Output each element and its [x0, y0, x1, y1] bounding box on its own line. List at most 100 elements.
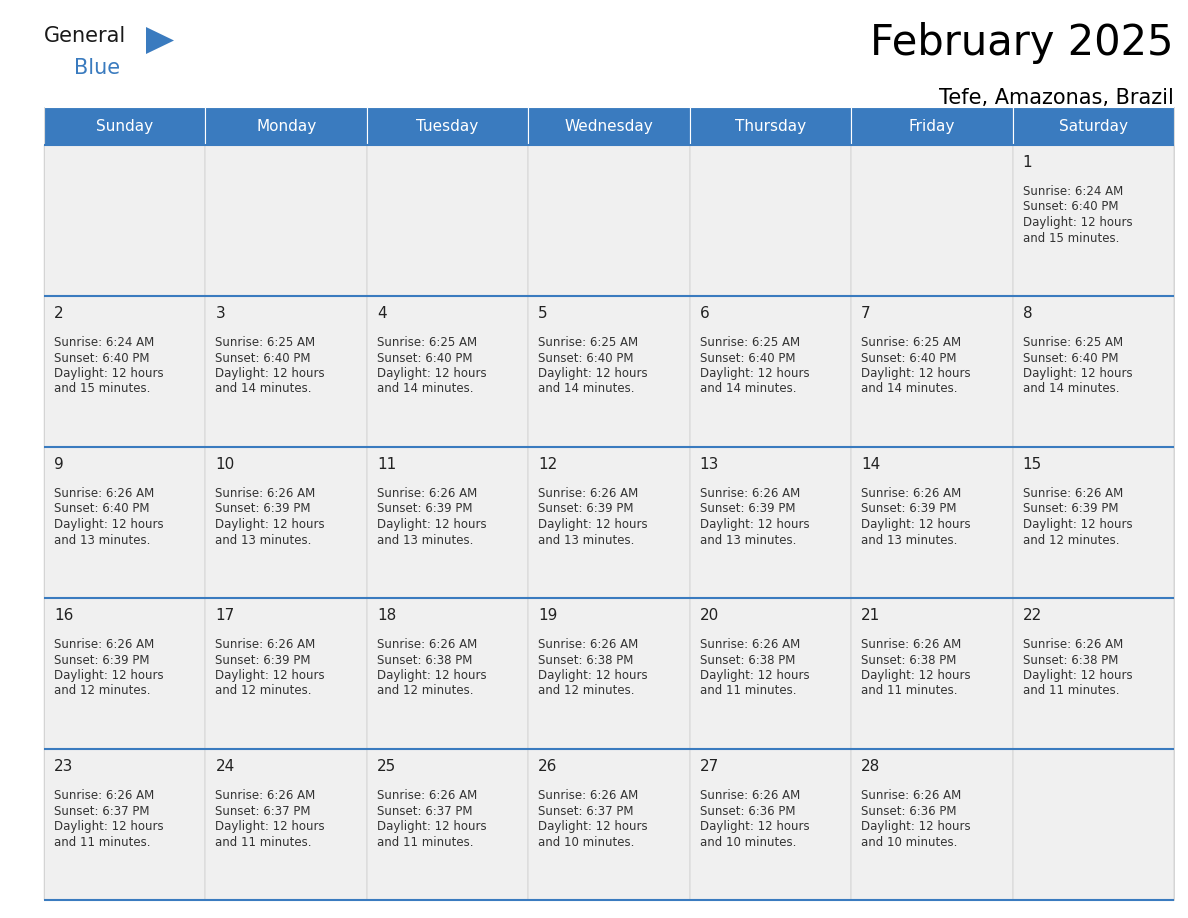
Text: Daylight: 12 hours: Daylight: 12 hours: [538, 669, 647, 682]
Text: Sunrise: 6:24 AM: Sunrise: 6:24 AM: [1023, 185, 1123, 198]
Text: and 12 minutes.: and 12 minutes.: [1023, 533, 1119, 546]
Text: 8: 8: [1023, 306, 1032, 321]
Text: Sunrise: 6:26 AM: Sunrise: 6:26 AM: [215, 487, 316, 500]
Bar: [690, 107, 851, 145]
Text: Sunset: 6:37 PM: Sunset: 6:37 PM: [377, 804, 473, 818]
Text: and 14 minutes.: and 14 minutes.: [377, 383, 473, 396]
Bar: [529, 296, 690, 447]
Text: and 13 minutes.: and 13 minutes.: [538, 533, 634, 546]
Text: 13: 13: [700, 457, 719, 472]
Text: and 13 minutes.: and 13 minutes.: [861, 533, 958, 546]
Text: 1: 1: [1023, 155, 1032, 170]
Text: Daylight: 12 hours: Daylight: 12 hours: [700, 518, 809, 531]
Text: Sunset: 6:40 PM: Sunset: 6:40 PM: [53, 502, 150, 516]
Text: Sunset: 6:36 PM: Sunset: 6:36 PM: [700, 804, 795, 818]
Text: Sunset: 6:40 PM: Sunset: 6:40 PM: [1023, 352, 1118, 364]
Text: Sunrise: 6:26 AM: Sunrise: 6:26 AM: [377, 638, 478, 651]
Text: Daylight: 12 hours: Daylight: 12 hours: [700, 669, 809, 682]
Text: Daylight: 12 hours: Daylight: 12 hours: [377, 367, 486, 380]
Text: and 11 minutes.: and 11 minutes.: [215, 835, 312, 848]
Text: Daylight: 12 hours: Daylight: 12 hours: [215, 669, 326, 682]
Text: Daylight: 12 hours: Daylight: 12 hours: [861, 669, 971, 682]
Text: and 11 minutes.: and 11 minutes.: [53, 835, 151, 848]
Text: 10: 10: [215, 457, 235, 472]
Text: 12: 12: [538, 457, 557, 472]
Text: Daylight: 12 hours: Daylight: 12 hours: [538, 518, 647, 531]
Bar: [1012, 598, 1174, 749]
Text: Thursday: Thursday: [735, 118, 805, 133]
Bar: [1012, 107, 1174, 145]
Text: Sunset: 6:39 PM: Sunset: 6:39 PM: [861, 502, 956, 516]
Text: Sunset: 6:37 PM: Sunset: 6:37 PM: [215, 804, 311, 818]
Bar: [44, 145, 206, 296]
Text: Sunrise: 6:26 AM: Sunrise: 6:26 AM: [538, 487, 638, 500]
Bar: [529, 749, 690, 900]
Bar: [1012, 296, 1174, 447]
Text: February 2025: February 2025: [871, 22, 1174, 64]
Text: Friday: Friday: [909, 118, 955, 133]
Text: 6: 6: [700, 306, 709, 321]
Text: Daylight: 12 hours: Daylight: 12 hours: [215, 820, 326, 833]
Bar: [690, 447, 851, 598]
Bar: [44, 447, 206, 598]
Text: Tefe, Amazonas, Brazil: Tefe, Amazonas, Brazil: [940, 88, 1174, 108]
Text: Sunset: 6:37 PM: Sunset: 6:37 PM: [538, 804, 633, 818]
Bar: [367, 296, 529, 447]
Text: General: General: [44, 26, 126, 46]
Text: Sunset: 6:40 PM: Sunset: 6:40 PM: [861, 352, 956, 364]
Text: Daylight: 12 hours: Daylight: 12 hours: [215, 367, 326, 380]
Text: Sunrise: 6:26 AM: Sunrise: 6:26 AM: [1023, 638, 1123, 651]
Text: Sunrise: 6:26 AM: Sunrise: 6:26 AM: [215, 789, 316, 802]
Text: Sunrise: 6:24 AM: Sunrise: 6:24 AM: [53, 336, 154, 349]
Text: 5: 5: [538, 306, 548, 321]
Text: Sunset: 6:38 PM: Sunset: 6:38 PM: [1023, 654, 1118, 666]
Text: Daylight: 12 hours: Daylight: 12 hours: [861, 820, 971, 833]
Text: Sunset: 6:40 PM: Sunset: 6:40 PM: [53, 352, 150, 364]
Text: and 15 minutes.: and 15 minutes.: [53, 383, 151, 396]
Text: Sunset: 6:39 PM: Sunset: 6:39 PM: [53, 654, 150, 666]
Text: Daylight: 12 hours: Daylight: 12 hours: [1023, 669, 1132, 682]
Text: 17: 17: [215, 608, 235, 623]
Text: Sunrise: 6:26 AM: Sunrise: 6:26 AM: [700, 487, 800, 500]
Text: Daylight: 12 hours: Daylight: 12 hours: [1023, 367, 1132, 380]
Bar: [851, 107, 1012, 145]
Bar: [206, 145, 367, 296]
Bar: [44, 296, 206, 447]
Text: Daylight: 12 hours: Daylight: 12 hours: [1023, 518, 1132, 531]
Text: Daylight: 12 hours: Daylight: 12 hours: [53, 669, 164, 682]
Bar: [529, 145, 690, 296]
Text: 14: 14: [861, 457, 880, 472]
Text: and 14 minutes.: and 14 minutes.: [1023, 383, 1119, 396]
Text: Sunset: 6:39 PM: Sunset: 6:39 PM: [215, 654, 311, 666]
Bar: [1012, 447, 1174, 598]
Text: Sunrise: 6:26 AM: Sunrise: 6:26 AM: [538, 638, 638, 651]
Bar: [367, 107, 529, 145]
Text: 21: 21: [861, 608, 880, 623]
Text: 7: 7: [861, 306, 871, 321]
Text: and 12 minutes.: and 12 minutes.: [377, 685, 473, 698]
Text: Sunset: 6:36 PM: Sunset: 6:36 PM: [861, 804, 956, 818]
Text: and 15 minutes.: and 15 minutes.: [1023, 231, 1119, 244]
Text: and 13 minutes.: and 13 minutes.: [53, 533, 151, 546]
Text: Daylight: 12 hours: Daylight: 12 hours: [861, 367, 971, 380]
Text: Daylight: 12 hours: Daylight: 12 hours: [53, 367, 164, 380]
Text: Blue: Blue: [74, 58, 120, 78]
Text: Wednesday: Wednesday: [564, 118, 653, 133]
Text: Sunrise: 6:26 AM: Sunrise: 6:26 AM: [215, 638, 316, 651]
Text: 18: 18: [377, 608, 396, 623]
Text: Sunset: 6:40 PM: Sunset: 6:40 PM: [1023, 200, 1118, 214]
Text: Sunset: 6:38 PM: Sunset: 6:38 PM: [700, 654, 795, 666]
Text: Tuesday: Tuesday: [417, 118, 479, 133]
Text: Saturday: Saturday: [1059, 118, 1127, 133]
Bar: [690, 296, 851, 447]
Text: 9: 9: [53, 457, 64, 472]
Text: Sunrise: 6:26 AM: Sunrise: 6:26 AM: [1023, 487, 1123, 500]
Text: and 10 minutes.: and 10 minutes.: [861, 835, 958, 848]
Bar: [851, 447, 1012, 598]
Text: and 13 minutes.: and 13 minutes.: [377, 533, 473, 546]
Text: and 14 minutes.: and 14 minutes.: [215, 383, 312, 396]
Text: and 11 minutes.: and 11 minutes.: [1023, 685, 1119, 698]
Bar: [367, 598, 529, 749]
Bar: [206, 107, 367, 145]
Text: Daylight: 12 hours: Daylight: 12 hours: [377, 669, 486, 682]
